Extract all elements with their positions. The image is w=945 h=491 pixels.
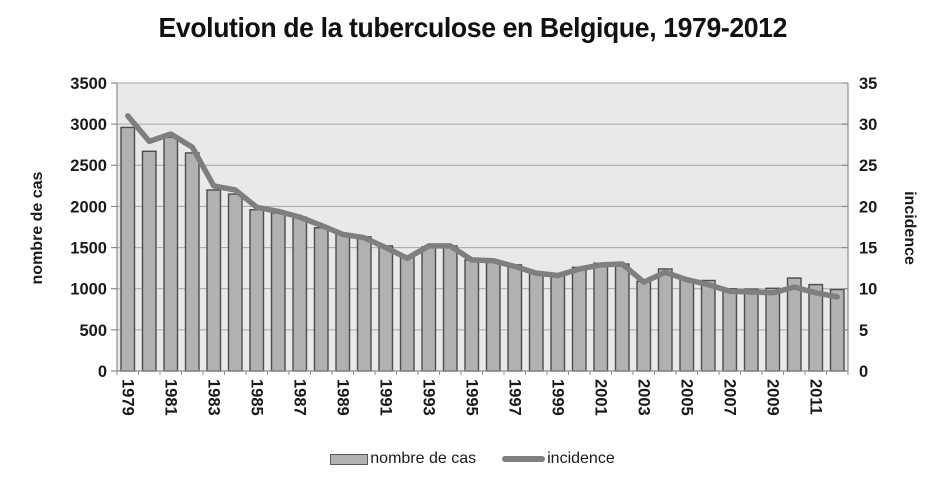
bar-2009 [765,287,781,372]
legend: nombre de cas incidence [0,447,945,471]
bar-2006 [700,279,716,372]
bar-1984 [227,193,243,372]
x-axis-label-1987: 1987 [290,379,308,416]
x-axis-label-2001: 2001 [591,379,609,416]
bar-2008 [743,288,759,372]
x-axis-label-1983: 1983 [204,379,222,416]
right-axis-tick-label-0: 0 [859,363,868,381]
right-axis-tick-label-20: 20 [859,198,877,216]
right-axis-tick-label-35: 35 [859,75,877,93]
bar-2003 [636,280,652,372]
bar-1992 [399,255,415,372]
bar-2004 [657,268,673,372]
bar-1979 [120,126,136,372]
right-axis-tick-label-30: 30 [859,116,877,134]
x-axis-label-1979: 1979 [118,379,136,416]
bar-1980 [141,150,157,372]
bar-1995 [464,259,480,372]
bar-1990 [356,236,372,372]
x-axis-label-2005: 2005 [677,379,695,416]
bar-1993 [421,246,437,372]
bar-1989 [335,233,351,372]
left-axis-tick-label-1000: 1000 [70,281,107,299]
chart-title-text: Evolution de la tuberculose en Belgique,… [158,12,787,43]
x-axis-label-1981: 1981 [161,379,179,416]
bar-1987 [292,216,308,372]
right-axis-tick-label-10: 10 [859,281,877,299]
bar-1988 [313,227,329,372]
right-axis-title: incidence [901,191,918,265]
bar-1996 [485,260,501,372]
legend-item-bar: nombre de cas [330,450,476,468]
left-axis-tick-label-2000: 2000 [70,198,107,216]
x-axis-label-2003: 2003 [634,379,652,416]
bar-2011 [808,283,824,372]
bar-2000 [571,266,587,372]
left-axis-tick-label-3500: 3500 [70,75,107,93]
legend-item-line: incidence [502,450,615,468]
x-axis-label-1997: 1997 [505,379,523,416]
bar-2001 [593,262,609,372]
bar-1991 [378,245,394,372]
right-axis-tick-label-25: 25 [859,157,877,175]
x-axis-label-2007: 2007 [720,379,738,416]
bar-2002 [614,263,630,372]
x-axis-label-1993: 1993 [419,379,437,416]
x-axis-label-1989: 1989 [333,379,351,416]
x-axis-label-1999: 1999 [548,379,566,416]
left-axis-tick-label-1500: 1500 [70,240,107,258]
bar-1985 [249,209,265,372]
left-axis-tick-label-3000: 3000 [70,116,107,134]
plot-area [117,83,848,371]
bar-1994 [442,245,458,372]
bar-2010 [786,277,802,372]
x-axis-label-1985: 1985 [247,379,265,416]
right-axis-tick-label-15: 15 [859,240,877,258]
x-axis-label-2009: 2009 [763,379,781,416]
right-axis-tick-label-5: 5 [859,322,868,340]
bar-1983 [206,189,222,372]
bar-1981 [163,136,179,372]
bar-1998 [528,272,544,372]
bar-swatch-icon [330,453,369,465]
line-swatch-icon [502,456,546,462]
left-axis-tick-label-500: 500 [79,322,107,340]
x-axis-label-2011: 2011 [806,379,824,415]
chart-title: Evolution de la tuberculose en Belgique,… [0,12,945,44]
bar-1986 [270,212,286,372]
x-axis-label-1995: 1995 [462,379,480,416]
bar-1999 [550,274,566,372]
bar-1997 [507,264,523,372]
bar-2012 [829,288,845,372]
bar-1982 [184,152,200,372]
bar-2007 [722,288,738,372]
left-axis-title: nombre de cas [29,171,46,285]
incidence-line [125,113,841,300]
left-axis-tick-label-0: 0 [98,363,107,381]
x-axis-label-1991: 1991 [376,379,394,416]
legend-line-label: incidence [547,450,615,467]
bar-2005 [679,278,695,372]
legend-bar-label: nombre de cas [370,450,477,467]
left-axis-tick-label-2500: 2500 [70,157,107,175]
